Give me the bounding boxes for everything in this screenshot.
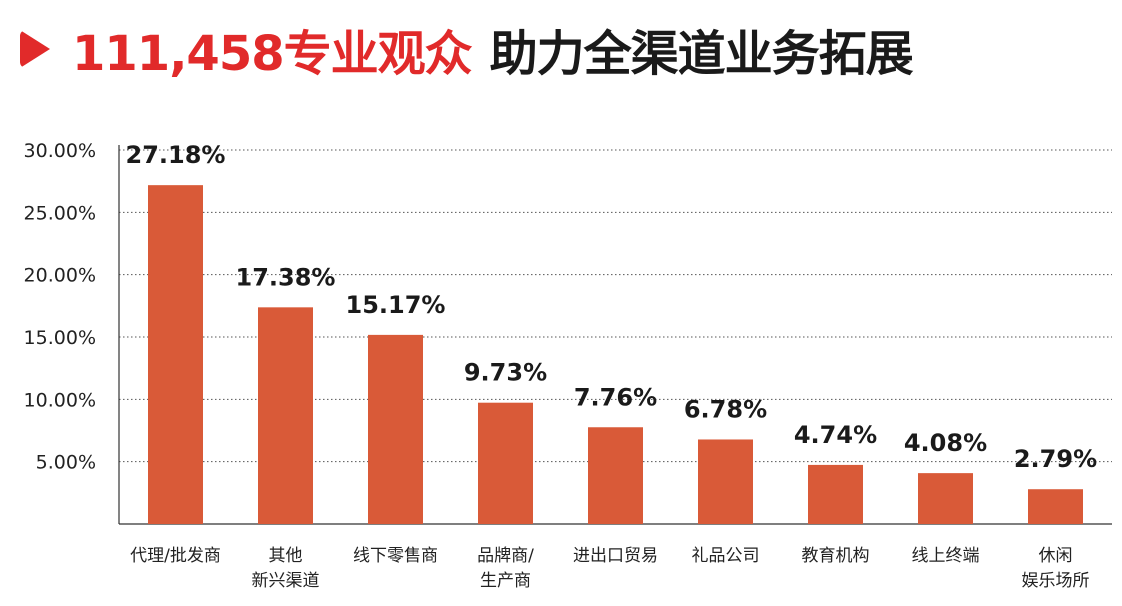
category-label-8: 休闲娱乐场所 (1022, 546, 1090, 591)
y-tick-label: 5.00% (36, 452, 96, 474)
category-label-2: 线下零售商 (353, 546, 438, 566)
bar-7 (918, 473, 973, 524)
bar-6 (808, 464, 863, 524)
category-label-7: 线上终端 (912, 546, 980, 566)
data-label-6: 4.74% (794, 421, 877, 449)
data-label-4: 7.76% (574, 383, 657, 411)
play-icon (20, 30, 50, 68)
bar-4 (588, 427, 643, 524)
category-label-5: 礼品公司 (692, 546, 760, 566)
bar-5 (698, 439, 753, 524)
data-label-7: 4.08% (904, 429, 987, 457)
bar-0 (148, 185, 203, 524)
data-label-2: 15.17% (346, 291, 446, 319)
bars (148, 185, 1083, 524)
bar-2 (368, 334, 423, 524)
y-tick-label: 10.00% (24, 389, 96, 411)
data-label-3: 9.73% (464, 359, 547, 387)
y-tick-label: 25.00% (24, 202, 96, 224)
bar-8 (1028, 489, 1083, 524)
y-tick-label: 20.00% (24, 265, 96, 287)
data-label-0: 27.18% (126, 141, 226, 169)
data-label-8: 2.79% (1014, 445, 1097, 473)
data-label-1: 17.38% (236, 263, 336, 291)
y-tick-label: 15.00% (24, 327, 96, 349)
bar-3 (478, 402, 533, 524)
category-label-0: 代理/批发商 (130, 546, 221, 566)
category-label-3: 品牌商/生产商 (477, 546, 534, 591)
category-label-1: 其他新兴渠道 (252, 546, 320, 591)
labels: 27.18% 代理/批发商 17.38% 其他新兴渠道 15.17% 线下零售商 9.73%… (126, 141, 1098, 591)
category-label-4: 进出口贸易 (573, 546, 658, 566)
category-label-6: 教育机构 (802, 546, 870, 566)
title-highlight: 111,458专业观众 (72, 26, 473, 82)
y-tick-label: 30.00% (24, 140, 96, 162)
title-rest: 助力全渠道业务拓展 (489, 26, 914, 82)
chart-header: 111,458专业观众 助力全渠道业务拓展 (20, 14, 914, 84)
data-label-5: 6.78% (684, 395, 767, 423)
bar-1 (258, 307, 313, 524)
